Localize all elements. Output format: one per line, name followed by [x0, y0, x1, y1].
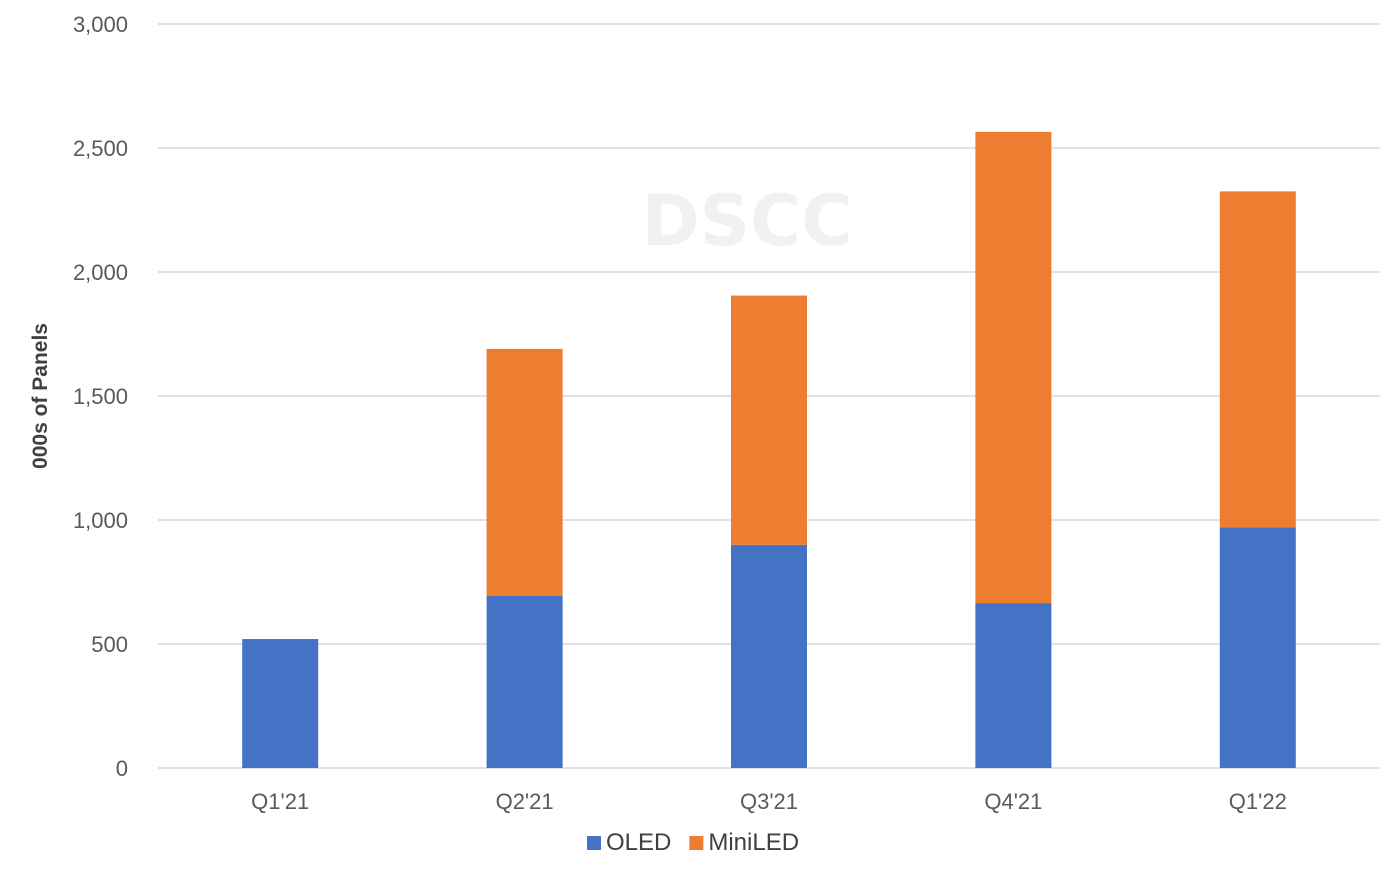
legend-label-miniled: MiniLED: [708, 829, 799, 856]
y-tick-label: 0: [116, 756, 128, 781]
y-tick-label: 500: [91, 632, 128, 657]
bar-miniled-3: [731, 295, 807, 545]
bar-oled-1: [242, 639, 319, 768]
bar-oled-5: [1219, 527, 1296, 768]
legend-swatch-miniled: [689, 836, 704, 850]
y-tick-label: 1,000: [73, 508, 128, 533]
x-tick-label: Q4'21: [984, 789, 1042, 814]
bar-miniled-2: [486, 348, 563, 596]
y-tick-label: 3,000: [73, 12, 128, 37]
watermark: DSCC: [641, 180, 852, 262]
y-tick-label: 2,500: [73, 136, 128, 161]
bar-oled-4: [975, 603, 1052, 768]
bar-oled-2: [486, 595, 563, 768]
bar-oled-3: [731, 544, 807, 768]
y-axis-label: 000s of Panels: [29, 323, 52, 469]
y-tick-label: 2,000: [73, 260, 128, 285]
x-tick-label: Q2'21: [496, 789, 554, 814]
y-tick-label: 1,500: [73, 384, 128, 409]
legend-swatch-oled: [587, 836, 601, 850]
x-axis-ticks: Q1'21 Q2'21 Q3'21 Q4'21 Q1'22: [251, 789, 1287, 814]
bars: [242, 131, 1296, 768]
legend-label-oled: OLED: [606, 829, 671, 856]
x-tick-label: Q1'21: [251, 789, 309, 814]
x-tick-label: Q1'22: [1229, 789, 1287, 814]
bar-miniled-5: [1219, 191, 1296, 528]
legend: OLED MiniLED: [587, 829, 799, 856]
bar-miniled-4: [975, 131, 1052, 604]
y-axis-ticks: 0 500 1,000 1,500 2,000 2,500 3,000: [73, 12, 128, 781]
x-tick-label: Q3'21: [740, 789, 798, 814]
